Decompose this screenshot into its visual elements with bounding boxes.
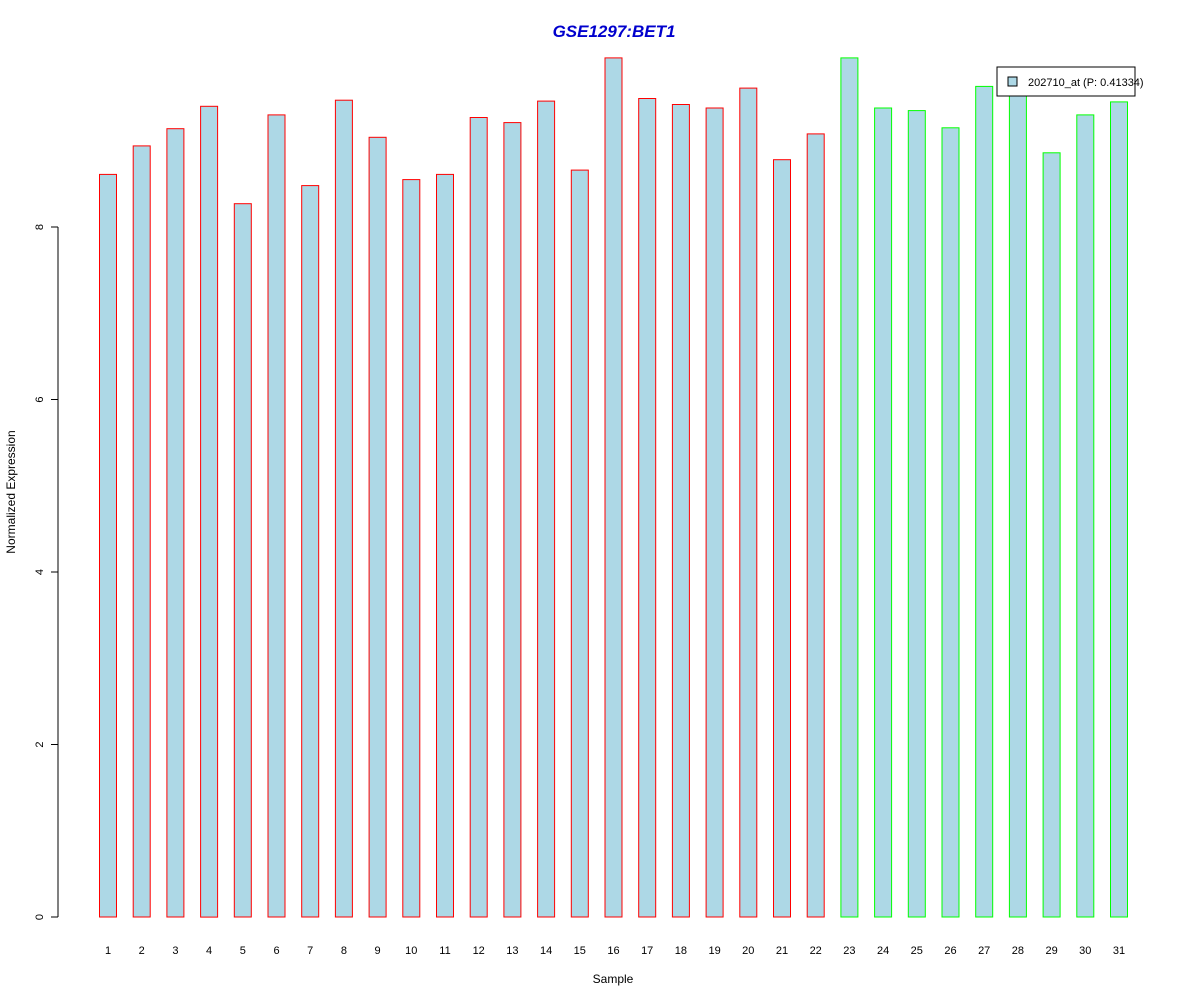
- bar-sample-2: [132, 145, 151, 918]
- bar-sample-1: [99, 173, 117, 918]
- bar-sample-15: [570, 169, 589, 918]
- x-tick-label: 29: [1045, 945, 1057, 957]
- x-tick-label: 16: [607, 945, 619, 957]
- x-tick-label: 17: [641, 945, 653, 957]
- y-axis: 0 2 4 6 8: [34, 224, 59, 920]
- x-tick-label: 12: [473, 945, 485, 957]
- bar-sample-30: [1076, 114, 1095, 918]
- bar-sample-4: [200, 105, 219, 918]
- x-tick-label: 11: [439, 945, 450, 957]
- bar-sample-26: [941, 127, 960, 918]
- x-tick-label: 21: [776, 945, 788, 957]
- x-axis-label: Sample: [593, 972, 634, 986]
- bar-sample-10: [402, 179, 421, 918]
- bar-sample-25: [907, 110, 926, 918]
- x-tick-label: 25: [911, 945, 923, 957]
- x-tick-label: 30: [1079, 945, 1091, 957]
- x-tick-label: 27: [978, 945, 990, 957]
- y-axis-label: Normalized Expression: [4, 430, 18, 553]
- x-tick-label: 10: [405, 945, 417, 957]
- bar-sample-18: [671, 104, 690, 918]
- x-tick-label: 15: [574, 945, 586, 957]
- bar-sample-8: [334, 99, 353, 918]
- x-tick-label: 31: [1113, 945, 1125, 957]
- bar-sample-16: [604, 57, 623, 918]
- x-tick-label: 23: [843, 945, 855, 957]
- x-tick-label: 2: [139, 945, 145, 957]
- bar-sample-3: [166, 128, 185, 918]
- x-tick-label: 3: [172, 945, 178, 957]
- bar-sample-14: [537, 100, 556, 918]
- x-tick-label: 4: [206, 945, 212, 957]
- y-tick-label: 2: [34, 741, 46, 747]
- bar-sample-28: [1008, 88, 1027, 918]
- x-tick-label: 13: [506, 945, 518, 957]
- bar-sample-9: [368, 136, 387, 918]
- legend-entry-0: 202710_at (P: 0.41334): [1028, 77, 1144, 89]
- chart-title: GSE1297:BET1: [553, 22, 676, 41]
- x-tick-labels: 1 2 3 4 5 6 7 8 9 10 11 12 13 14 15 16 17 18 19 20 21 22 23 24 2…: [105, 945, 1125, 957]
- bar-sample-13: [503, 122, 522, 918]
- bar-sample-12: [469, 117, 488, 918]
- x-tick-label: 28: [1012, 945, 1024, 957]
- x-tick-label: 22: [810, 945, 822, 957]
- x-tick-label: 6: [273, 945, 279, 957]
- bar-sample-27: [975, 85, 994, 918]
- bar-sample-20: [739, 87, 758, 918]
- x-tick-label: 1: [105, 945, 111, 957]
- x-tick-label: 5: [240, 945, 246, 957]
- bar-sample-31: [1110, 101, 1128, 918]
- bar-sample-24: [874, 107, 893, 918]
- bar-sample-7: [301, 185, 320, 918]
- legend-swatch: [1007, 76, 1018, 87]
- x-tick-label: 14: [540, 945, 552, 957]
- x-tick-label: 19: [708, 945, 720, 957]
- y-tick-label: 8: [34, 224, 46, 230]
- bar-sample-21: [773, 159, 791, 918]
- y-tick-label: 0: [34, 914, 46, 920]
- bars-group: [99, 57, 1128, 918]
- bar-sample-17: [638, 98, 657, 918]
- x-tick-label: 8: [341, 945, 347, 957]
- bar-sample-29: [1042, 152, 1061, 918]
- legend-box: [996, 66, 1136, 97]
- legend: 202710_at (P: 0.41334): [996, 66, 1144, 97]
- x-tick-label: 18: [675, 945, 687, 957]
- bar-sample-22: [806, 133, 825, 918]
- y-tick-label: 6: [34, 396, 46, 402]
- bar-sample-6: [267, 114, 286, 918]
- x-tick-label: 26: [944, 945, 956, 957]
- bar-sample-19: [705, 107, 724, 918]
- bar-sample-23: [840, 57, 859, 918]
- bar-sample-11: [436, 173, 454, 918]
- x-tick-label: 20: [742, 945, 754, 957]
- bar-sample-5: [233, 203, 252, 918]
- y-tick-label: 4: [34, 569, 46, 575]
- x-tick-label: 24: [877, 945, 889, 957]
- x-tick-label: 9: [375, 945, 381, 957]
- x-tick-label: 7: [307, 945, 313, 957]
